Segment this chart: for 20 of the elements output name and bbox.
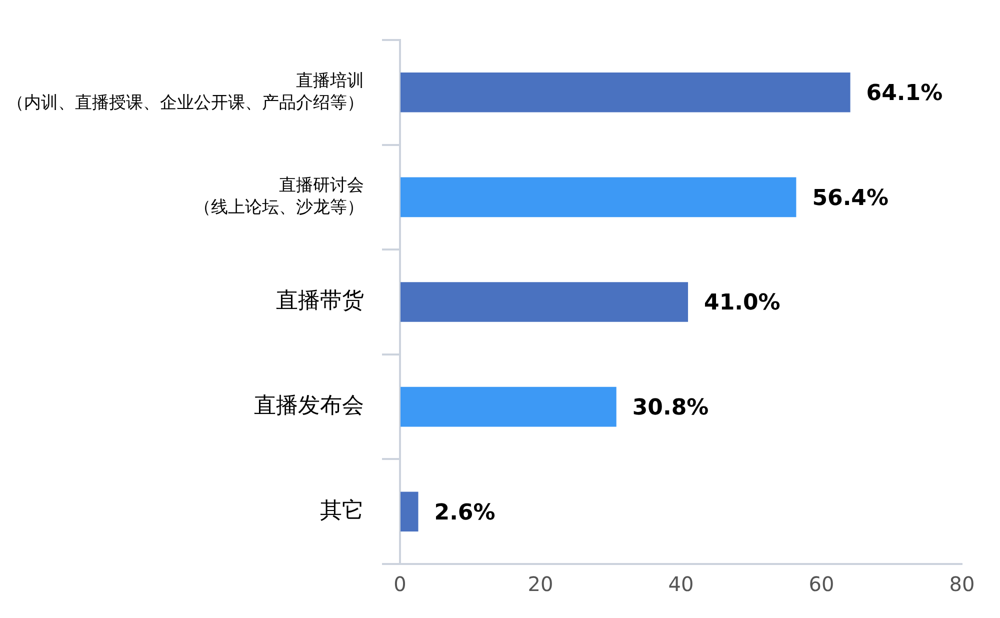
y-tick-label: 直播研讨会（线上论坛、沙龙等） bbox=[194, 176, 364, 218]
y-tick-label: 直播发布会 bbox=[254, 394, 364, 419]
bar bbox=[400, 492, 418, 532]
data-label: 30.8% bbox=[632, 396, 709, 421]
y-tick-label: 直播带货 bbox=[276, 288, 364, 314]
data-label: 41.0% bbox=[704, 290, 780, 316]
x-tick-label: 60 bbox=[808, 572, 834, 596]
x-tick-label: 0 bbox=[394, 572, 406, 596]
y-tick-label: 直播培训（内训、直播授课、企业公开课、产品介绍等） bbox=[7, 70, 364, 113]
bar bbox=[400, 177, 796, 218]
data-label: 56.4% bbox=[812, 186, 889, 211]
data-label: 2.6% bbox=[434, 500, 496, 526]
data-label: 64.1% bbox=[866, 81, 943, 106]
bar bbox=[400, 72, 850, 112]
x-tick-label: 40 bbox=[668, 572, 694, 596]
y-tick-label: 其它 bbox=[320, 498, 364, 524]
bar bbox=[400, 386, 616, 427]
bar bbox=[400, 282, 688, 322]
x-tick-label: 20 bbox=[528, 572, 554, 596]
x-tick-label: 80 bbox=[949, 572, 975, 596]
